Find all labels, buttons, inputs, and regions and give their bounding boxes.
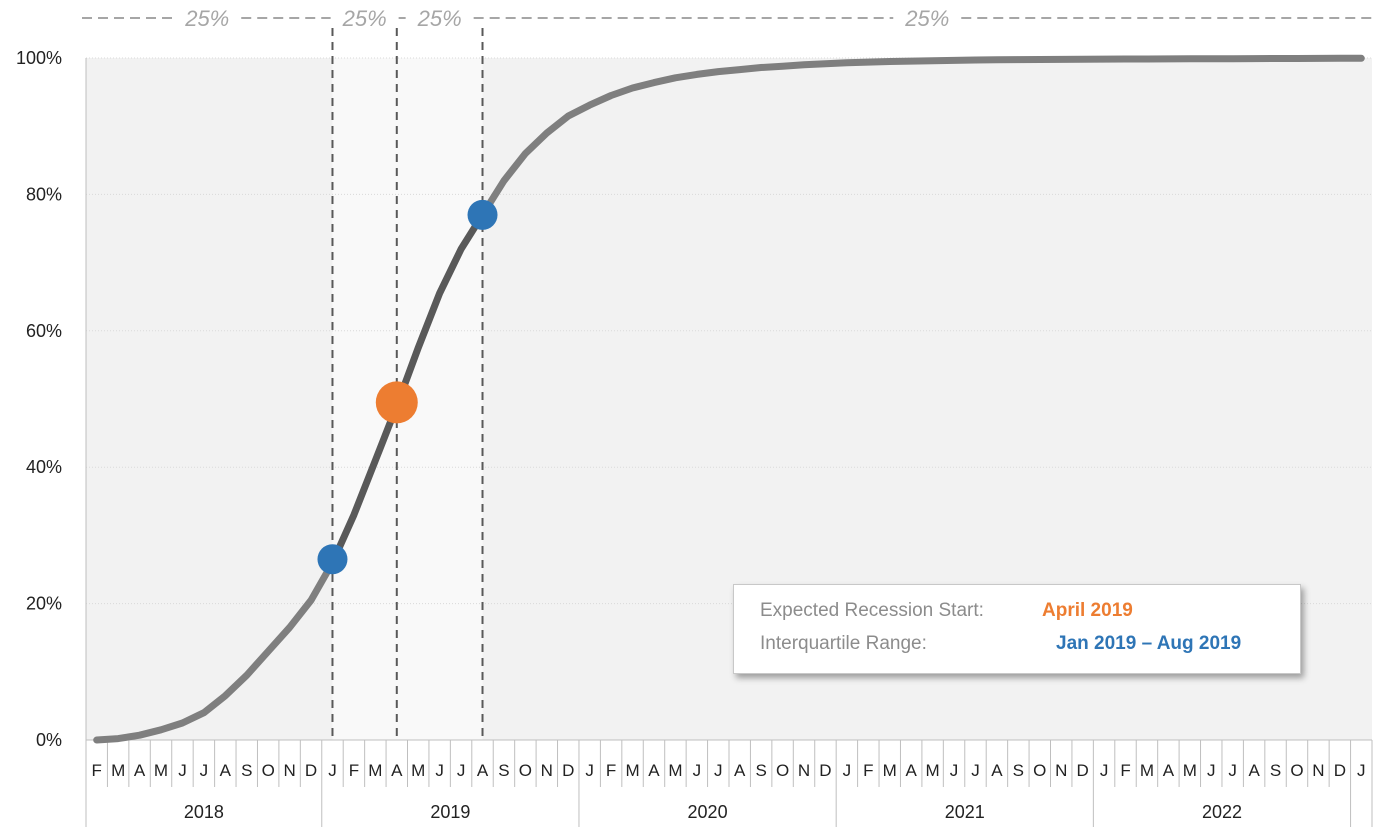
x-tick-month: J xyxy=(1228,761,1237,780)
x-tick-month: O xyxy=(1033,761,1046,780)
x-tick-month: M xyxy=(111,761,125,780)
legend-iqr-value: Jan 2019 – Aug 2019 xyxy=(1056,633,1242,654)
x-tick-month: N xyxy=(798,761,810,780)
x-tick-month: J xyxy=(714,761,723,780)
y-tick-label: 100% xyxy=(16,48,62,68)
quartile-marker xyxy=(317,544,348,575)
quartile-segment-label: 25% xyxy=(184,6,229,31)
x-tick-year: 2021 xyxy=(945,802,985,822)
x-tick-month: A xyxy=(1163,761,1175,780)
y-tick-label: 0% xyxy=(36,730,62,750)
x-tick-month: A xyxy=(734,761,746,780)
x-tick-month: J xyxy=(435,761,444,780)
x-tick-year: 2022 xyxy=(1202,802,1242,822)
x-tick-month: M xyxy=(411,761,425,780)
x-tick-month: J xyxy=(1207,761,1216,780)
median-marker xyxy=(375,381,418,424)
series-line-iqr xyxy=(329,211,486,567)
x-tick-month: M xyxy=(625,761,639,780)
legend-iqr-label: Interquartile Range: xyxy=(760,633,927,654)
x-tick-month: A xyxy=(477,761,489,780)
x-tick-year: 2020 xyxy=(688,802,728,822)
x-tick-month: D xyxy=(1077,761,1089,780)
x-tick-month: S xyxy=(1270,761,1281,780)
legend-expected-label: Expected Recession Start: xyxy=(760,600,984,621)
x-tick-month: N xyxy=(1312,761,1324,780)
x-tick-year: 2018 xyxy=(184,802,224,822)
x-tick-month: J xyxy=(843,761,852,780)
legend-row-iqr: Interquartile Range: Jan 2019 – Aug 2019 xyxy=(760,633,1241,655)
legend-expected-value: April 2019 xyxy=(1042,600,1133,621)
x-tick-month: S xyxy=(498,761,509,780)
x-tick-month: N xyxy=(1055,761,1067,780)
legend-row-expected: Expected Recession Start: April 2019 xyxy=(760,600,1133,622)
x-tick-month: F xyxy=(863,761,873,780)
x-tick-month: F xyxy=(606,761,616,780)
x-tick-month: J xyxy=(1100,761,1109,780)
x-tick-month: O xyxy=(262,761,275,780)
x-tick-month: A xyxy=(220,761,232,780)
quartile-segment-label: 25% xyxy=(904,6,949,31)
x-tick-month: F xyxy=(92,761,102,780)
x-tick-month: J xyxy=(457,761,466,780)
series-line-pre xyxy=(93,559,336,744)
x-tick-month: D xyxy=(819,761,831,780)
x-tick-month: J xyxy=(200,761,209,780)
x-tick-month: M xyxy=(154,761,168,780)
x-tick-month: J xyxy=(693,761,702,780)
x-tick-month: D xyxy=(562,761,574,780)
x-tick-month: N xyxy=(283,761,295,780)
x-tick-month: M xyxy=(668,761,682,780)
x-tick-month: O xyxy=(1290,761,1303,780)
x-tick-month: F xyxy=(349,761,359,780)
x-tick-month: S xyxy=(755,761,766,780)
x-tick-month: J xyxy=(971,761,980,780)
x-tick-month: A xyxy=(134,761,146,780)
x-tick-month: M xyxy=(1183,761,1197,780)
x-tick-month: S xyxy=(241,761,252,780)
x-tick-month: N xyxy=(541,761,553,780)
legend-box: Expected Recession Start: April 2019 Int… xyxy=(733,584,1301,674)
x-tick-month: D xyxy=(1334,761,1346,780)
quartile-segment-label: 25% xyxy=(417,6,462,31)
x-tick-month: J xyxy=(328,761,337,780)
x-tick-month: A xyxy=(391,761,403,780)
x-tick-month: J xyxy=(178,761,187,780)
y-tick-label: 60% xyxy=(26,321,62,341)
x-tick-month: J xyxy=(585,761,594,780)
x-tick-month: F xyxy=(1120,761,1130,780)
x-tick-month: A xyxy=(991,761,1003,780)
x-tick-month: S xyxy=(1013,761,1024,780)
series-line-post xyxy=(479,54,1365,219)
y-tick-label: 40% xyxy=(26,457,62,477)
y-tick-label: 80% xyxy=(26,184,62,204)
x-tick-month: A xyxy=(906,761,918,780)
quartile-marker xyxy=(467,199,498,230)
x-tick-month: M xyxy=(368,761,382,780)
x-tick-month: J xyxy=(950,761,959,780)
x-tick-month: M xyxy=(883,761,897,780)
x-tick-month: D xyxy=(305,761,317,780)
x-tick-month: A xyxy=(648,761,660,780)
x-tick-year: 2019 xyxy=(430,802,470,822)
x-tick-month: M xyxy=(926,761,940,780)
x-tick-month: O xyxy=(776,761,789,780)
x-tick-month: M xyxy=(1140,761,1154,780)
x-tick-month: J xyxy=(1357,761,1366,780)
y-tick-label: 20% xyxy=(26,594,62,614)
quartile-segment-label: 25% xyxy=(342,6,387,31)
x-tick-month: A xyxy=(1248,761,1260,780)
x-tick-month: O xyxy=(519,761,532,780)
